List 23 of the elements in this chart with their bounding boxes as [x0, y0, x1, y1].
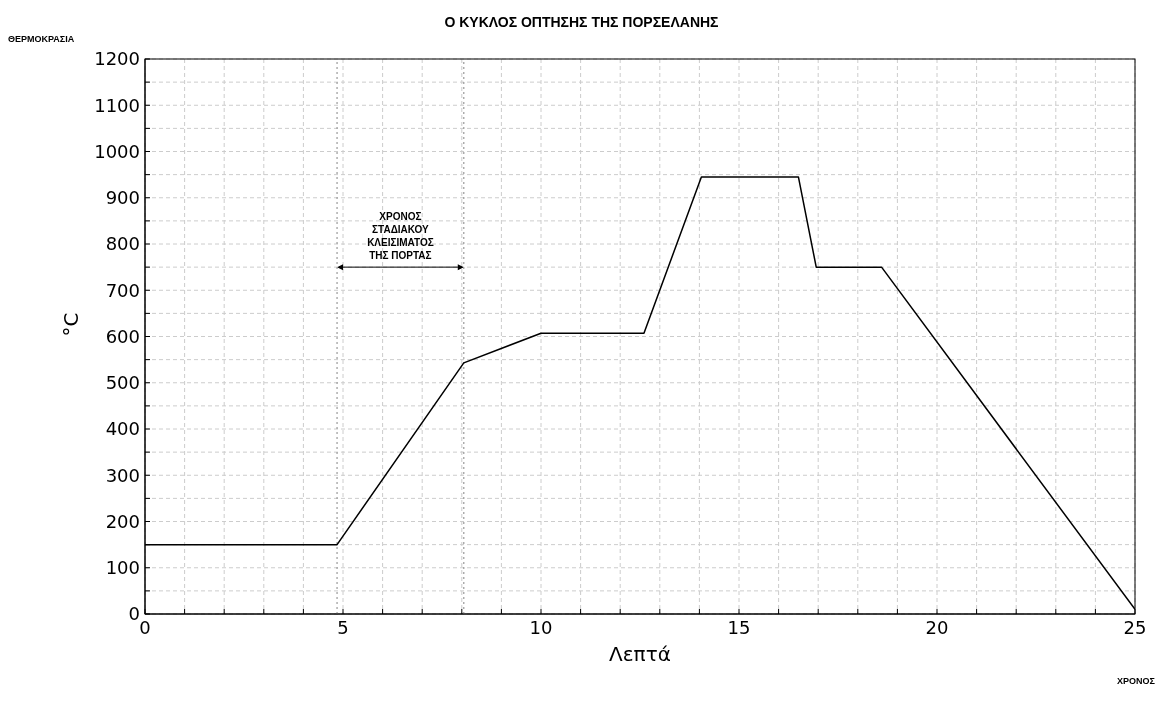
y-tick-label: 800	[105, 233, 140, 255]
y-tick-label: 600	[105, 325, 140, 347]
annotation: ΧΡΟΝΟΣ ΣΤΑΔΙΑΚΟΥ ΚΛΕΙΣΙΜΑΤΟΣ ΤΗΣ ΠΟΡΤΑΣ	[367, 211, 434, 262]
y-tick-label: 100	[105, 557, 140, 579]
y-tick-label: 900	[105, 187, 140, 209]
x-tick-label: 5	[337, 616, 349, 638]
y-tick-label: 1200	[94, 48, 140, 70]
chart-title: Ο ΚΥΚΛΟΣ ΟΠΤΗΣΗΣ ΤΗΣ ΠΟΡΣΕΛΑΝΗΣ	[443, 14, 720, 30]
y-tick-label: 700	[105, 279, 140, 301]
x-axis-title: Λεπτά	[609, 642, 671, 666]
x-tick-label: 25	[1123, 616, 1147, 638]
x-tick-label: 10	[529, 616, 553, 638]
y-tick-label: 1000	[94, 140, 140, 162]
text: ΘΕΡΜΟΚΡΑΣΙΑ	[8, 34, 75, 44]
y-tick-label: 300	[105, 464, 140, 486]
y-tick-label: 200	[105, 510, 140, 532]
y-tick-label: 1100	[94, 94, 140, 116]
y-axis-title: °C	[59, 312, 84, 337]
y-tick-label: 400	[105, 418, 140, 440]
y-tick-label: 500	[105, 372, 140, 394]
text: ΧΡΟΝΟΣ	[1117, 676, 1155, 686]
x-tick-label: 20	[925, 616, 949, 638]
x-tick-label: 15	[727, 616, 751, 638]
